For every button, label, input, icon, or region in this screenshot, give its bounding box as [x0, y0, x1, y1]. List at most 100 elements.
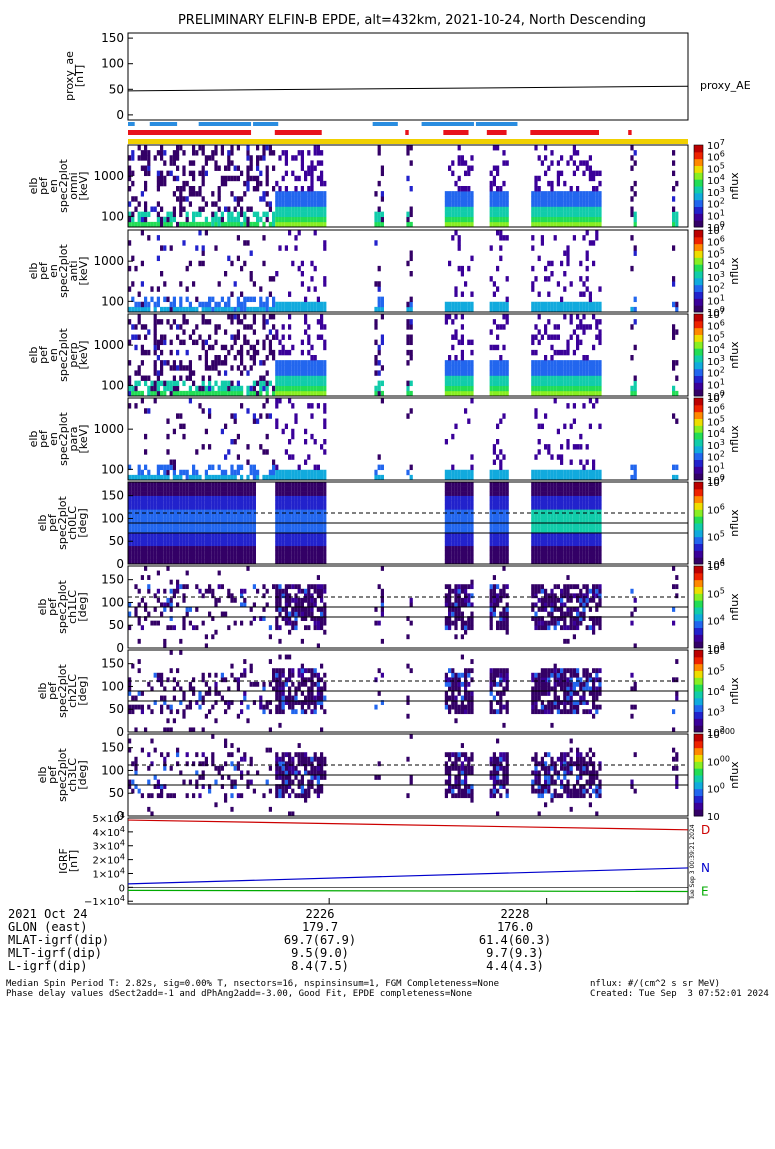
spectro-cell [179, 207, 182, 212]
spectro-cell [310, 496, 313, 501]
spectro-cell [573, 482, 576, 487]
spectro-cell [544, 514, 547, 519]
spectro-cell [195, 212, 198, 217]
spectro-cell [285, 541, 288, 546]
spectro-cell [467, 505, 470, 510]
spectro-cell [298, 514, 301, 519]
spectro-cell [234, 555, 237, 560]
spectro-cell [243, 496, 246, 501]
spectro-cell [314, 465, 317, 470]
spectro-cell [576, 324, 579, 329]
spectro-cell [554, 500, 557, 505]
spectro-cell [317, 589, 320, 594]
spectro-cell [285, 470, 288, 475]
spectro-cell [256, 176, 259, 181]
spectro-cell [237, 482, 240, 487]
spectro-cell [582, 523, 585, 528]
spectro-cell [454, 505, 457, 510]
spectro-cell [141, 709, 144, 714]
spectro-cell [227, 297, 230, 302]
spectro-cell [598, 621, 601, 626]
spectro-cell [467, 482, 470, 487]
spectro-cell [538, 302, 541, 307]
spectro-cell [304, 314, 307, 319]
spectro-cell [157, 150, 160, 155]
spectro-cell [214, 514, 217, 519]
energy-colorbar-1-color-segment [694, 271, 703, 278]
spectro-cell [304, 491, 307, 496]
spectro-cell [458, 546, 461, 551]
spectro-cell [278, 639, 281, 644]
spectro-cell [458, 607, 461, 612]
spectro-cell [445, 222, 448, 227]
spectro-cell [378, 212, 381, 217]
spectro-cell [499, 230, 502, 235]
spectro-cell [282, 302, 285, 307]
spectro-cell [544, 355, 547, 360]
spectro-cell [291, 386, 294, 391]
spectro-cell [224, 329, 227, 334]
pitch-colorbar-0-color-segment [694, 537, 703, 544]
spectro-cell [198, 335, 201, 340]
spectro-cell [208, 465, 211, 470]
spectro-cell [237, 391, 240, 396]
spectro-cell [458, 381, 461, 386]
spectro-cell [134, 546, 137, 551]
spectro-cell [141, 625, 144, 630]
spectro-cell [560, 350, 563, 355]
spectro-cell [563, 386, 566, 391]
spectro-cell [189, 546, 192, 551]
spectro-cell [250, 160, 253, 165]
spectro-cell [307, 528, 310, 533]
spectro-cell [138, 589, 141, 594]
spectro-cell [448, 621, 451, 626]
spectro-cell [506, 370, 509, 375]
spectro-cell [448, 496, 451, 501]
spectro-cell [595, 302, 598, 307]
spectro-cell [291, 612, 294, 617]
spectro-cell [592, 465, 595, 470]
spectro-cell [282, 217, 285, 222]
spectro-cell [259, 302, 262, 307]
spectro-cell [458, 370, 461, 375]
spectro-cell [317, 307, 320, 312]
spectro-cell [138, 500, 141, 505]
spectro-cell [573, 500, 576, 505]
spectro-cell [323, 514, 326, 519]
spectro-cell [314, 201, 317, 206]
spectro-cell [410, 355, 413, 360]
spectro-cell [538, 523, 541, 528]
spectro-cell [493, 370, 496, 375]
spectro-cell [598, 537, 601, 542]
spectro-cell [582, 541, 585, 546]
spectro-cell [579, 496, 582, 501]
spectro-cell [595, 386, 598, 391]
spectro-cell [291, 196, 294, 201]
spectro-cell [208, 365, 211, 370]
spectro-cell [170, 460, 173, 465]
spectro-cell [461, 509, 464, 514]
spectro-cell [253, 297, 256, 302]
spectro-cell [141, 550, 144, 555]
spectro-cell [221, 523, 224, 528]
spectro-cell [221, 546, 224, 551]
spectro-cell [227, 496, 230, 501]
spectro-cell [541, 365, 544, 370]
spectro-cell [493, 292, 496, 297]
spectro-cell [320, 612, 323, 617]
spectro-cell [557, 281, 560, 286]
spectro-cell [550, 487, 553, 492]
spectro-cell [317, 625, 320, 630]
spectro-cell [531, 546, 534, 551]
spectro-cell [672, 302, 675, 307]
spectro-cell [310, 612, 313, 617]
spectro-cell [285, 528, 288, 533]
spectro-cell [147, 575, 150, 580]
spectro-cell [490, 541, 493, 546]
spectro-cell [582, 475, 585, 480]
spectro-cell [410, 256, 413, 261]
spectro-cell [234, 523, 237, 528]
spectro-cell [317, 370, 320, 375]
spectro-cell [230, 191, 233, 196]
spectro-cell [317, 376, 320, 381]
